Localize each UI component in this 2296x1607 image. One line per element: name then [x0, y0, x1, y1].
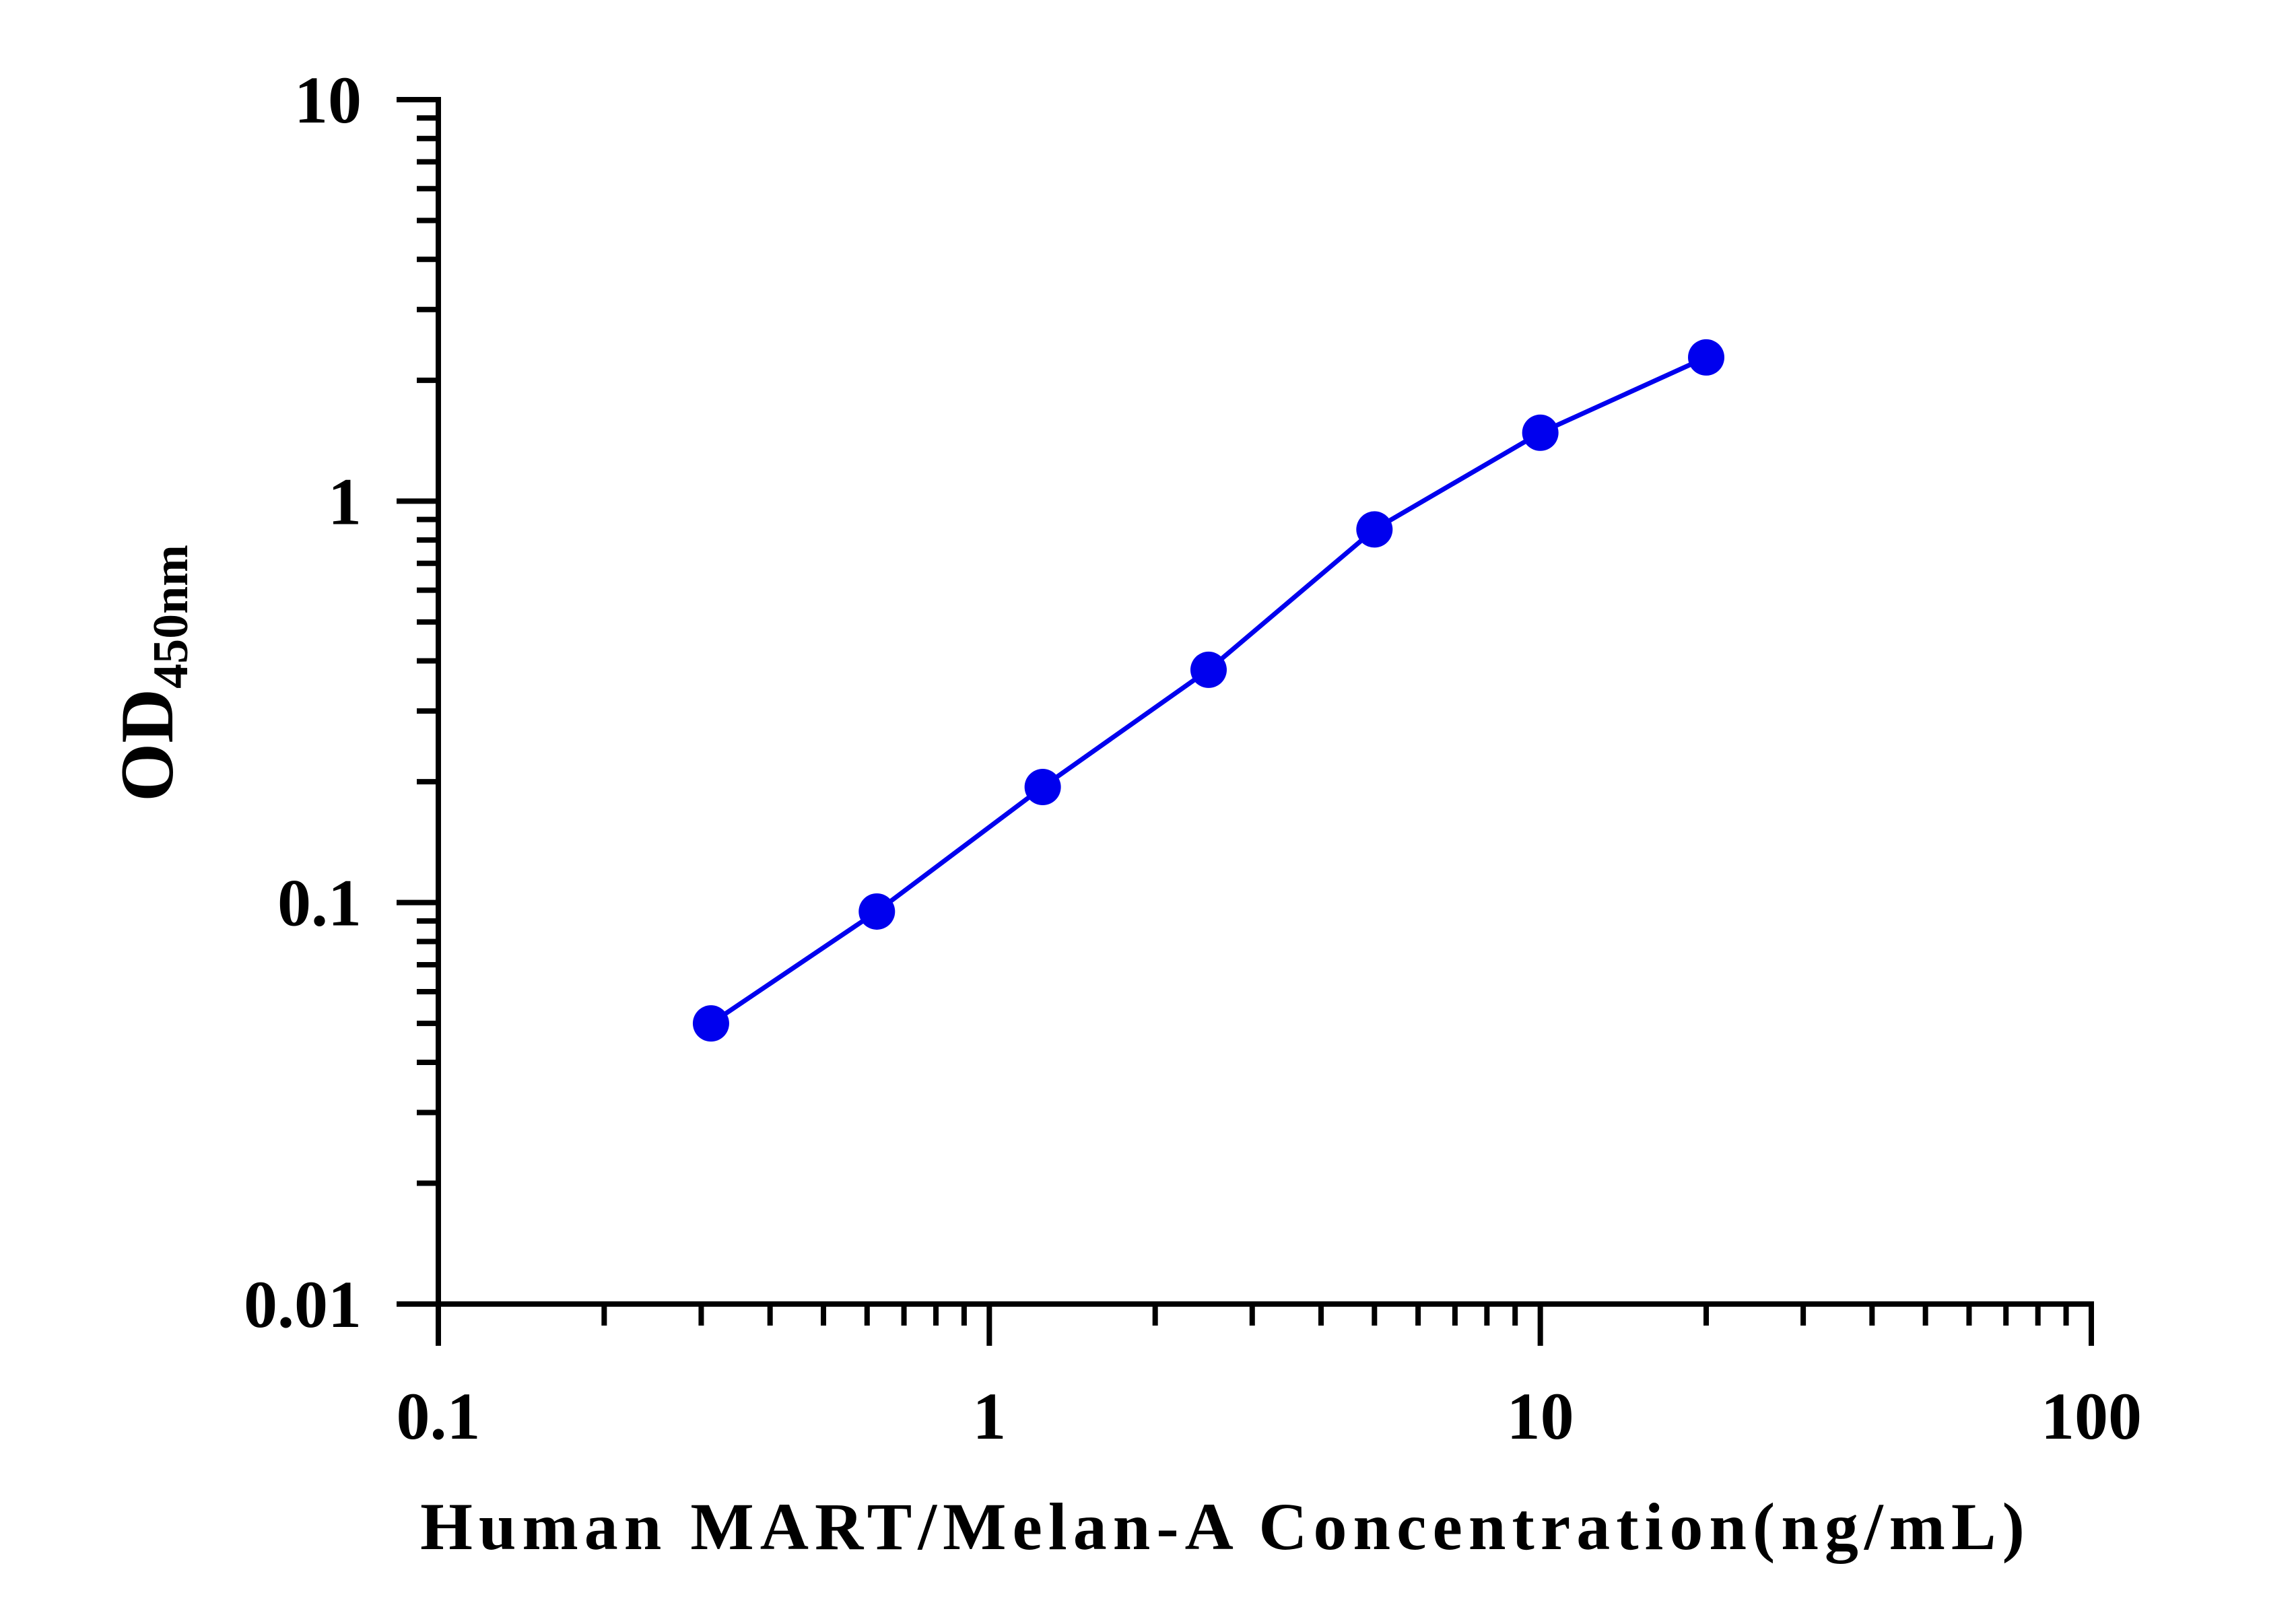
y-axis-title: OD450nm	[106, 545, 199, 802]
x-tick-label: 1	[972, 1379, 1006, 1454]
y-tick-label: 10	[294, 63, 362, 137]
y-tick-label: 0.01	[244, 1267, 362, 1342]
data-point	[692, 1005, 729, 1042]
data-point	[1190, 651, 1227, 688]
x-tick-label: 10	[1507, 1379, 1574, 1454]
series-group	[692, 339, 1725, 1042]
data-point	[1356, 511, 1393, 548]
series-line	[710, 355, 1708, 1026]
x-tick-label: 100	[2041, 1379, 2142, 1454]
x-tick-label: 0.1	[397, 1379, 481, 1454]
x-axis-title: Human MART/Melan-A Concentration(ng/mL)	[420, 1489, 2031, 1564]
y-axis-title-subscript: 450nm	[143, 545, 199, 689]
axes: 0.01 0.1 1 10 0.1 1 10 100	[244, 63, 2142, 1454]
data-point	[1522, 414, 1559, 451]
y-tick-label: 0.1	[277, 866, 362, 941]
y-tick-label: 1	[328, 464, 362, 539]
data-point	[1024, 769, 1061, 806]
data-point	[858, 893, 896, 930]
y-axis-title-main: OD	[106, 689, 189, 802]
data-point	[1688, 339, 1725, 376]
